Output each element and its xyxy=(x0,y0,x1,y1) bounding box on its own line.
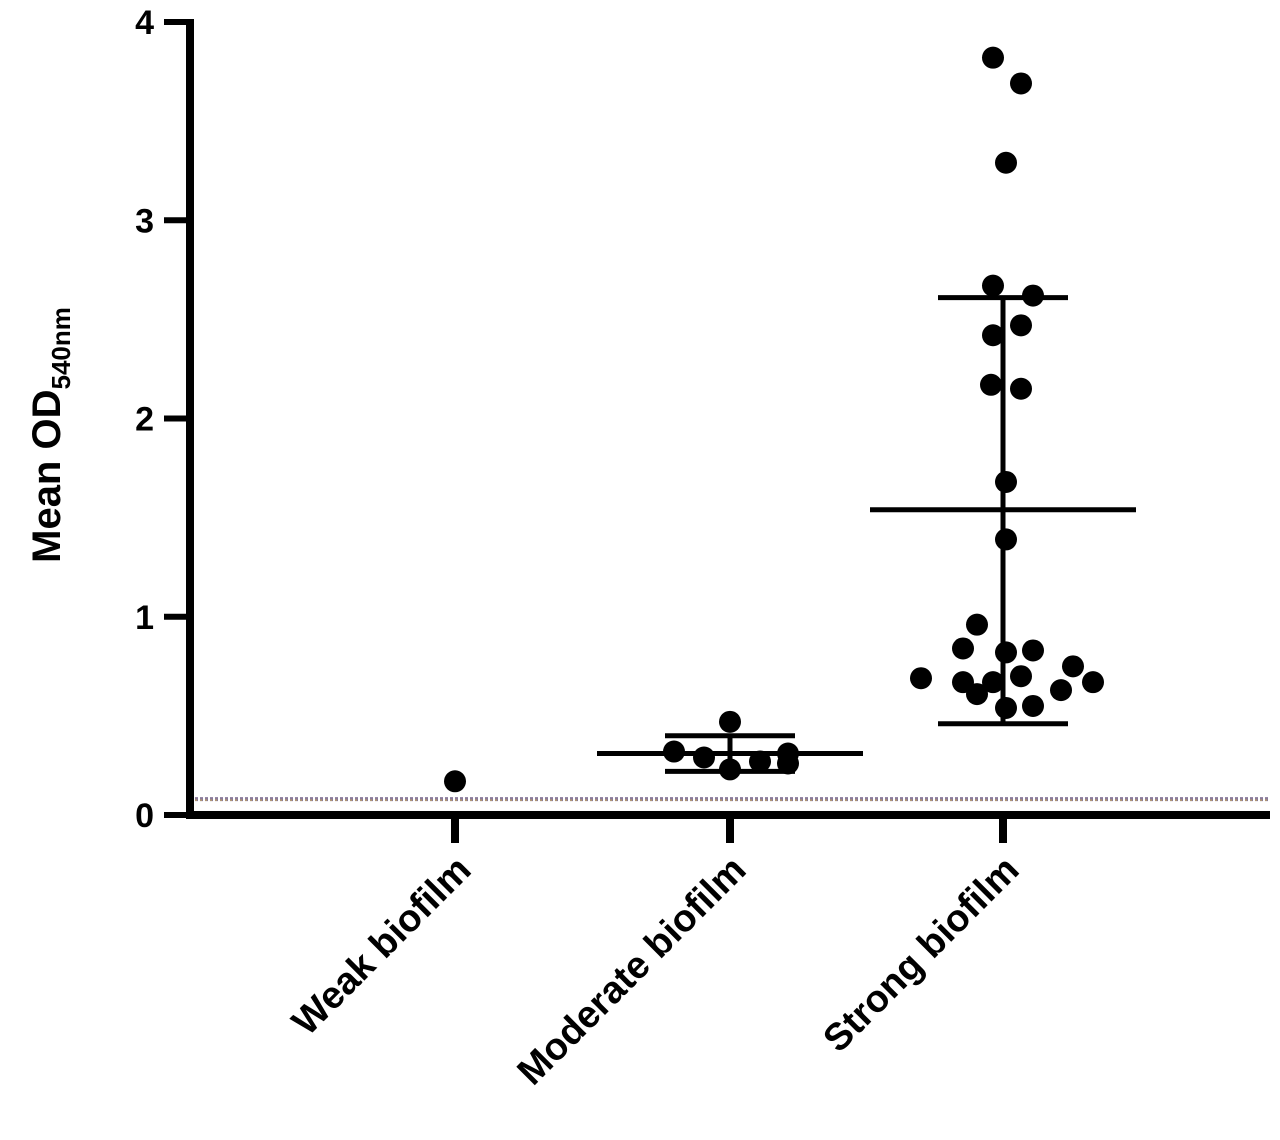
y-tick-label: 1 xyxy=(135,599,154,637)
data-point xyxy=(995,696,1017,719)
x-ticks xyxy=(451,815,1007,843)
data-point xyxy=(1022,694,1044,717)
data-point xyxy=(1050,679,1072,702)
y-tick-label: 2 xyxy=(135,401,154,439)
data-point xyxy=(693,746,715,769)
cutoff-line-group xyxy=(190,797,1270,802)
data-point xyxy=(1062,655,1084,678)
data-point xyxy=(1010,314,1032,337)
data-point xyxy=(719,710,741,733)
y-axis-title-main: Mean OD xyxy=(25,390,69,563)
data-point xyxy=(910,667,932,690)
category-labels: Weak biofilm Moderate biofilm Strong biofi… xyxy=(284,849,1027,1094)
y-tick-label: 4 xyxy=(135,4,154,42)
data-point xyxy=(952,637,974,660)
data-point xyxy=(719,758,741,781)
data-point xyxy=(1010,377,1032,400)
y-ticks: 0 1 2 3 4 xyxy=(135,4,190,835)
data-point xyxy=(995,641,1017,664)
data-point xyxy=(995,151,1017,174)
axes xyxy=(186,19,1270,819)
data-point xyxy=(995,528,1017,551)
data-points xyxy=(444,46,1104,793)
data-point xyxy=(966,613,988,636)
y-axis-title-subscript: 540nm xyxy=(46,307,76,389)
category-label: Moderate biofilm xyxy=(510,849,755,1094)
error-bars xyxy=(597,295,1136,774)
category-label: Strong biofilm xyxy=(816,849,1028,1061)
data-point xyxy=(966,683,988,706)
data-point xyxy=(982,274,1004,297)
data-point xyxy=(982,324,1004,347)
data-point xyxy=(749,750,771,773)
y-axis-title-group: Mean OD540nm xyxy=(25,307,76,563)
data-point xyxy=(1010,72,1032,95)
data-point xyxy=(982,671,1004,694)
data-point xyxy=(663,740,685,763)
data-point xyxy=(1022,284,1044,307)
y-tick-label: 0 xyxy=(135,797,154,835)
data-point xyxy=(1022,639,1044,662)
data-point xyxy=(777,742,799,765)
category-label: Weak biofilm xyxy=(284,849,479,1044)
data-point xyxy=(1082,671,1104,694)
y-tick-label: 3 xyxy=(135,202,154,240)
data-point xyxy=(444,770,466,793)
data-point xyxy=(980,373,1002,396)
data-point xyxy=(982,46,1004,69)
data-point xyxy=(1010,665,1032,688)
data-point xyxy=(995,470,1017,493)
y-axis-title: Mean OD540nm xyxy=(25,307,76,563)
